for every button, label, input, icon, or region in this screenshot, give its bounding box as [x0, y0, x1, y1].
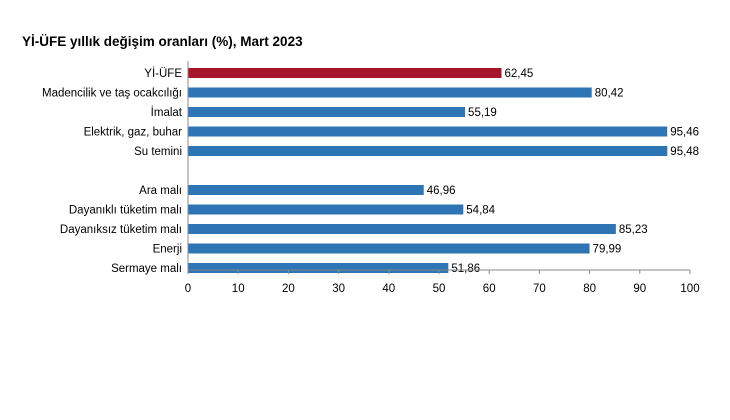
category-label-0: Yİ-ÜFE [144, 67, 182, 80]
category-label-1: Madencilik ve taş ocakcılığı [42, 88, 182, 100]
value-label-9: 79,99 [593, 244, 622, 256]
bar-1 [188, 87, 592, 98]
x-tick-label-8: 80 [583, 283, 596, 295]
category-label-4: Su temini [134, 146, 182, 158]
category-label-2: İmalat [151, 106, 183, 119]
bar-4 [188, 146, 668, 156]
bar-8 [188, 224, 616, 234]
x-tick-label-4: 40 [382, 283, 395, 295]
value-label-6: 46,96 [427, 185, 456, 197]
bars-group [188, 68, 668, 273]
value-label-8: 85,23 [619, 224, 648, 236]
x-tick-label-2: 20 [282, 283, 295, 295]
category-label-10: Sermaye malı [111, 263, 182, 275]
value-labels-group: 62,45 80,42 55,19 95,46 95,48 46,96 54,84 85,23… [427, 68, 699, 275]
x-tick-label-5: 50 [433, 283, 446, 295]
x-tick-label-0: 0 [185, 283, 191, 295]
bar-7 [188, 204, 464, 215]
value-label-2: 55,19 [468, 107, 497, 119]
bar-9 [188, 243, 590, 254]
category-label-9: Enerji [153, 244, 182, 256]
category-labels-group: Yİ-ÜFE Madencilik ve taş ocakcılığı İmalat… [42, 67, 183, 275]
bar-3 [188, 126, 668, 137]
value-label-7: 54,84 [466, 205, 495, 217]
x-tick-label-10: 100 [680, 283, 699, 295]
bar-2 [188, 107, 466, 117]
x-tick-label-1: 10 [232, 283, 245, 295]
value-label-0: 62,45 [504, 68, 533, 80]
category-label-7: Dayanıklı tüketim malı [69, 205, 182, 217]
category-label-6: Ara malı [139, 185, 182, 197]
axis-group: 0 10 20 30 40 50 60 70 80 90 100 [185, 61, 700, 295]
value-label-4: 95,48 [670, 146, 699, 158]
category-label-8: Dayanıksız tüketim malı [60, 224, 182, 236]
bar-6 [188, 185, 424, 195]
x-tick-label-7: 70 [533, 283, 546, 295]
chart-title: Yİ-ÜFE yıllık değişim oranları (%), Mart… [22, 34, 303, 49]
bar-0 [188, 68, 502, 78]
value-label-1: 80,42 [595, 88, 624, 100]
x-tick-label-9: 90 [633, 283, 646, 295]
bar-10 [188, 263, 449, 273]
value-label-10: 51,86 [451, 263, 480, 275]
category-label-3: Elektrik, gaz, buhar [84, 127, 183, 139]
value-label-3: 95,46 [670, 127, 699, 139]
x-tick-label-6: 60 [483, 283, 496, 295]
x-tick-label-3: 30 [332, 283, 345, 295]
